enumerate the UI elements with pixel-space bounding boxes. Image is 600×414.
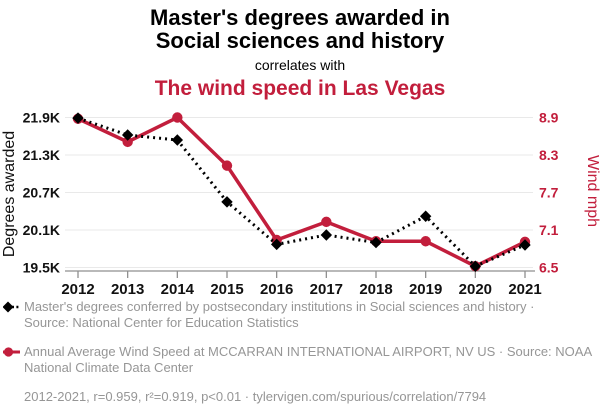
x-axis-tick-label: 2014: [161, 281, 195, 298]
x-axis-tick-label: 2012: [61, 281, 94, 298]
marker-circle: [321, 216, 332, 228]
left-axis-tick-label: 21.3K: [23, 147, 60, 163]
marker-diamond: [419, 210, 432, 222]
left-axis-tick-label: 20.7K: [23, 185, 60, 201]
chart-header: Master's degrees awarded in Social scien…: [0, 6, 600, 101]
marker-circle: [420, 236, 431, 247]
marker-diamond: [121, 129, 134, 141]
marker-circle: [122, 136, 133, 148]
marker-diamond: [171, 134, 184, 146]
legend-label-wind: Annual Average Wind Speed at MCCARRAN IN…: [24, 344, 592, 375]
subtitle-correlates-with: correlates with: [254, 57, 346, 73]
legend-item-wind: Annual Average Wind Speed at MCCARRAN IN…: [3, 344, 599, 375]
x-axis-tick-label: 2016: [260, 281, 293, 298]
right-axis-tick-label: 7.7: [539, 185, 559, 201]
x-axis-tick-label: 2013: [111, 281, 144, 298]
marker-diamond: [469, 260, 482, 272]
marker-circle: [172, 112, 183, 123]
red-circle-line-icon: [3, 347, 20, 357]
x-axis-tick-label: 2015: [210, 281, 243, 298]
right-axis-tick-label: 8.3: [539, 147, 559, 163]
marker-diamond: [519, 239, 531, 251]
series-line-degrees: [77, 116, 526, 269]
marker-diamond: [320, 229, 333, 241]
right-axis-tick-label: 6.5: [539, 260, 559, 276]
x-axis-tick-label: 2021: [508, 281, 541, 298]
marker-diamond: [270, 238, 283, 251]
page-title-line-1: Master's degrees awarded in: [150, 5, 450, 30]
page-title-line-2: Social sciences and history: [155, 28, 445, 53]
x-axis-tick-label: 2018: [359, 281, 392, 298]
legend-label-degrees: Master's degrees conferred by postsecond…: [24, 299, 535, 330]
x-axis-tick-label: 2019: [409, 281, 442, 298]
marker-diamond: [72, 112, 84, 124]
chart-legend: Master's degrees conferred by postsecond…: [3, 299, 599, 404]
legend-item-degrees: Master's degrees conferred by postsecond…: [3, 299, 599, 330]
x-axis-tick-label: 2017: [310, 281, 343, 298]
series-line-wind: [77, 115, 526, 269]
correlation-stats-and-url: 2012-2021, r=0.959, r²=0.919, p<0.01 · t…: [24, 389, 487, 405]
black-diamond-dotted-line-icon: [3, 301, 20, 313]
right-axis-title: Wind mph: [584, 155, 600, 227]
right-axis-tick-label: 8.9: [539, 110, 559, 126]
x-axis-tick-label: 2020: [459, 281, 492, 298]
left-axis-title: Degrees awarded: [1, 131, 18, 257]
marker-diamond: [370, 236, 382, 249]
secondary-title: The wind speed in Las Vegas: [154, 77, 446, 100]
marker-diamond: [221, 196, 233, 208]
marker-circle: [221, 160, 233, 171]
left-axis-tick-label: 20.1K: [23, 222, 60, 238]
left-axis-tick-label: 19.5K: [23, 260, 60, 276]
right-axis-tick-label: 7.1: [539, 222, 559, 238]
left-axis-tick-label: 21.9K: [23, 110, 60, 126]
